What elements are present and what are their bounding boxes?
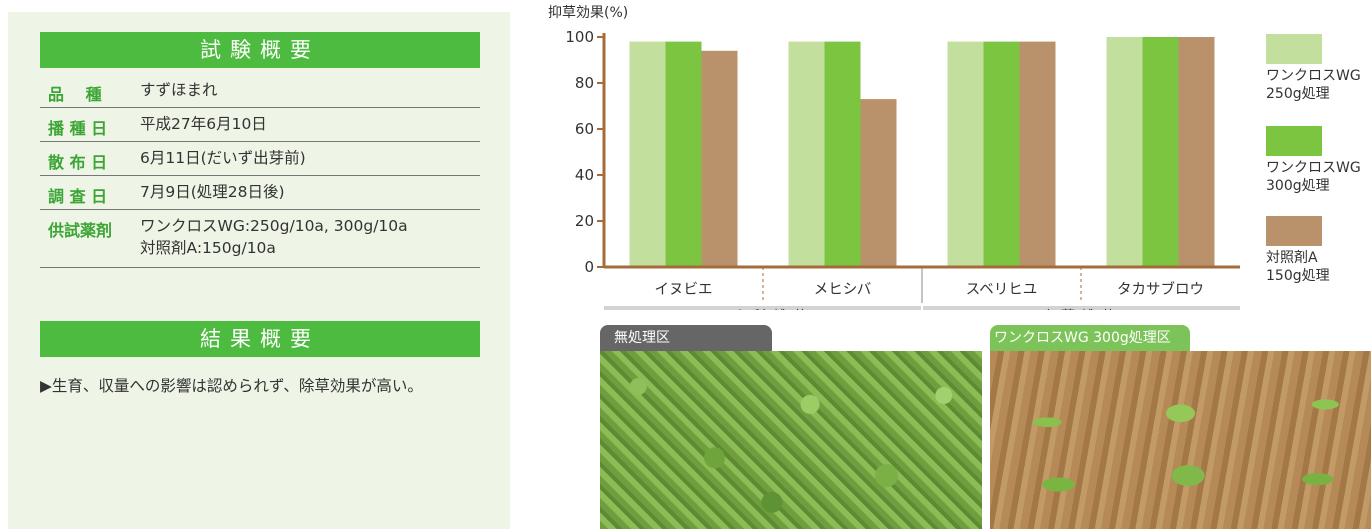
overview-table: 品 種 すずほまれ 播 種 日 平成27年6月10日 散 布 日 6月11日(だ… xyxy=(40,74,480,268)
info-row-test-chemicals: 供試薬剤 ワンクロスWG:250g/10a, 300g/10a 対照剤A:150… xyxy=(40,210,480,268)
bar xyxy=(860,99,897,267)
legend-item-control-a: 対照剤A 150g処理 xyxy=(1266,216,1330,285)
results-text: ▶生育、収量への影響は認められず、除草効果が高い。 xyxy=(40,377,423,395)
info-value: 7月9日(処理28日後) xyxy=(140,183,285,201)
info-value: ワンクロスWG:250g/10a, 300g/10a 対照剤A:150g/10a xyxy=(140,215,480,259)
info-label: 播 種 日 xyxy=(48,119,108,138)
info-row-sowing-date: 播 種 日 平成27年6月10日 xyxy=(40,108,480,142)
legend-swatch xyxy=(1266,126,1322,156)
y-tick-label: 40 xyxy=(575,166,594,184)
info-row-survey-date: 調 査 日 7月9日(処理28日後) xyxy=(40,176,480,210)
y-tick-label: 20 xyxy=(575,212,594,230)
overview-header: 試験概要 xyxy=(40,32,480,68)
weed-control-chart: 抑草効果(%) 0 20 40 60 80 100 イヌビエ メヒシバ スベリヒユ タカサブロウイネ… xyxy=(548,5,1240,310)
y-tick-label: 60 xyxy=(575,120,594,138)
photo-treated: ワンクロスWG 300g処理区 xyxy=(990,325,1371,529)
y-tick-label: 100 xyxy=(565,28,594,46)
info-value-line2: 対照剤A:150g/10a xyxy=(140,239,276,257)
info-label: 調 査 日 xyxy=(48,187,108,206)
results-header: 結果概要 xyxy=(40,321,480,357)
info-row-spray-date: 散 布 日 6月11日(だいず出芽前) xyxy=(40,142,480,176)
group-band xyxy=(604,306,921,310)
group-label: イネ科雑草 xyxy=(713,309,813,310)
group-band xyxy=(923,306,1240,310)
bar xyxy=(665,41,702,267)
bar xyxy=(947,41,984,267)
y-axis-label: 抑草効果(%) xyxy=(548,5,628,21)
info-value: すずほまれ xyxy=(140,81,218,99)
photo-label-treated: ワンクロスWG 300g処理区 xyxy=(990,325,1190,351)
bar xyxy=(1106,37,1143,267)
info-value-line1: ワンクロスWG:250g/10a, 300g/10a xyxy=(140,217,408,235)
legend-label: ワンクロスWG 300g処理 xyxy=(1266,160,1361,194)
bar xyxy=(983,41,1020,267)
bar xyxy=(824,41,861,267)
bar xyxy=(1019,41,1056,267)
info-label: 散 布 日 xyxy=(48,153,108,172)
x-category-label: メヒシバ xyxy=(814,282,872,298)
photo-untreated: 無処理区 xyxy=(600,325,982,529)
photo-label-untreated: 無処理区 xyxy=(600,325,772,351)
y-tick-label: 0 xyxy=(584,258,594,276)
info-label: 品 種 xyxy=(48,85,102,104)
info-value: 6月11日(だいず出芽前) xyxy=(140,149,306,167)
bar xyxy=(629,41,666,267)
bar xyxy=(701,50,738,267)
treated-field-image xyxy=(990,351,1371,529)
legend-label: ワンクロスWG 250g処理 xyxy=(1266,68,1361,102)
x-category-label: タカサブロウ xyxy=(1117,280,1204,298)
x-category-label: スベリヒユ xyxy=(966,282,1038,298)
info-row-variety: 品 種 すずほまれ xyxy=(40,74,480,108)
bar xyxy=(1142,37,1179,267)
group-label: 広葉雑草 xyxy=(1041,309,1121,310)
overview-panel: 試験概要 品 種 すずほまれ 播 種 日 平成27年6月10日 散 布 日 6月… xyxy=(8,12,510,529)
info-label: 供試薬剤 xyxy=(48,221,113,240)
x-category-label: イヌビエ xyxy=(655,281,713,298)
y-tick-label: 80 xyxy=(575,74,594,92)
bar xyxy=(1178,37,1215,267)
legend-item-wg250: ワンクロスWG 250g処理 xyxy=(1266,34,1361,103)
legend-swatch xyxy=(1266,216,1322,246)
legend-item-wg300: ワンクロスWG 300g処理 xyxy=(1266,126,1361,195)
legend-label: 対照剤A 150g処理 xyxy=(1266,250,1330,284)
legend-swatch xyxy=(1266,34,1322,64)
bar xyxy=(788,41,825,267)
untreated-field-image xyxy=(600,351,982,529)
info-value: 平成27年6月10日 xyxy=(140,115,267,133)
